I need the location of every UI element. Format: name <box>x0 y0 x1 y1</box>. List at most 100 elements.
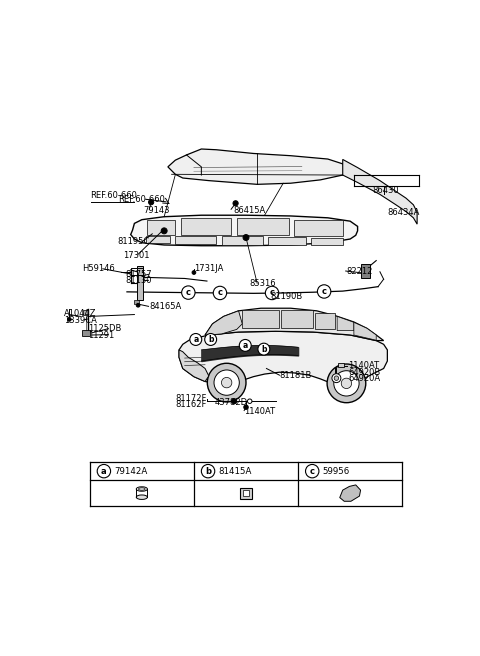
Polygon shape <box>222 236 263 245</box>
Polygon shape <box>179 331 387 385</box>
Text: 81190B: 81190B <box>270 292 302 301</box>
Circle shape <box>341 378 352 388</box>
Text: b: b <box>208 335 214 344</box>
Text: 85316: 85316 <box>250 279 276 288</box>
Text: 81172F: 81172F <box>175 394 207 403</box>
Circle shape <box>233 201 238 206</box>
FancyBboxPatch shape <box>83 330 90 336</box>
Text: c: c <box>270 289 275 297</box>
Text: 1140AT: 1140AT <box>244 407 275 416</box>
Polygon shape <box>242 310 279 327</box>
Text: 64920A: 64920A <box>348 375 381 383</box>
Text: 79142A: 79142A <box>114 466 147 476</box>
Text: 84165A: 84165A <box>149 302 181 311</box>
Text: 1140AT: 1140AT <box>348 361 379 370</box>
Circle shape <box>334 371 359 396</box>
Text: a: a <box>193 335 198 344</box>
Polygon shape <box>131 215 358 246</box>
Text: 81195C: 81195C <box>118 237 150 247</box>
Polygon shape <box>168 149 347 184</box>
Text: 59956: 59956 <box>323 466 350 476</box>
FancyBboxPatch shape <box>134 300 139 304</box>
Ellipse shape <box>139 487 145 490</box>
Text: 17301: 17301 <box>123 251 150 260</box>
FancyBboxPatch shape <box>243 490 249 496</box>
Text: 79143: 79143 <box>144 206 170 215</box>
Text: b: b <box>205 466 211 476</box>
Ellipse shape <box>136 495 147 499</box>
Text: 81162F: 81162F <box>175 400 207 409</box>
Polygon shape <box>281 310 313 328</box>
Circle shape <box>136 303 140 307</box>
Circle shape <box>231 399 237 404</box>
Ellipse shape <box>136 487 147 491</box>
Polygon shape <box>179 350 209 382</box>
Circle shape <box>243 235 249 241</box>
FancyBboxPatch shape <box>137 266 143 300</box>
Polygon shape <box>181 218 231 236</box>
Polygon shape <box>147 220 175 236</box>
Circle shape <box>148 199 154 205</box>
Circle shape <box>190 333 202 346</box>
Circle shape <box>258 343 270 355</box>
Circle shape <box>244 405 248 409</box>
Circle shape <box>332 374 341 382</box>
Circle shape <box>248 399 252 403</box>
Text: 82212: 82212 <box>347 266 373 276</box>
Polygon shape <box>268 237 305 245</box>
Polygon shape <box>343 159 417 224</box>
Text: 1731JA: 1731JA <box>194 264 223 274</box>
Circle shape <box>334 376 338 380</box>
Text: c: c <box>217 289 222 297</box>
Circle shape <box>213 286 227 300</box>
Text: A1044Z: A1044Z <box>64 309 96 318</box>
Polygon shape <box>337 316 354 331</box>
Circle shape <box>202 464 215 478</box>
Circle shape <box>214 370 240 396</box>
Text: REF.60-660: REF.60-660 <box>118 195 165 204</box>
FancyBboxPatch shape <box>84 310 88 314</box>
FancyBboxPatch shape <box>338 363 344 367</box>
Text: 81757: 81757 <box>125 270 152 279</box>
Circle shape <box>221 377 232 388</box>
Polygon shape <box>205 311 242 335</box>
Circle shape <box>192 271 196 274</box>
Text: H59146: H59146 <box>83 264 115 274</box>
Text: a: a <box>101 466 107 476</box>
Polygon shape <box>294 220 343 236</box>
Text: 81130: 81130 <box>125 276 152 285</box>
Polygon shape <box>237 218 289 236</box>
Text: c: c <box>310 466 315 476</box>
Circle shape <box>327 364 366 403</box>
FancyBboxPatch shape <box>360 264 370 278</box>
Text: 81181B: 81181B <box>279 371 312 380</box>
Circle shape <box>97 464 110 478</box>
Text: 81415A: 81415A <box>218 466 252 476</box>
Polygon shape <box>311 237 343 245</box>
Polygon shape <box>175 236 216 244</box>
Text: 64920B: 64920B <box>348 369 381 377</box>
Polygon shape <box>354 322 376 340</box>
Polygon shape <box>205 308 384 340</box>
Circle shape <box>317 285 331 298</box>
Text: 86430: 86430 <box>372 186 399 195</box>
Polygon shape <box>145 236 170 243</box>
Circle shape <box>305 464 319 478</box>
FancyBboxPatch shape <box>240 487 252 499</box>
Text: c: c <box>322 287 326 296</box>
Circle shape <box>161 228 167 234</box>
Text: a: a <box>242 341 248 350</box>
Circle shape <box>67 318 71 321</box>
Text: 1339CA: 1339CA <box>64 316 96 325</box>
Circle shape <box>204 333 216 346</box>
Text: 1125DB: 1125DB <box>88 324 121 333</box>
Text: 43782D: 43782D <box>215 398 248 407</box>
Circle shape <box>350 491 354 496</box>
Text: 86434A: 86434A <box>387 208 420 216</box>
Text: b: b <box>261 344 266 354</box>
Text: c: c <box>186 288 191 297</box>
Polygon shape <box>315 314 335 329</box>
Circle shape <box>240 339 251 352</box>
Circle shape <box>265 286 279 300</box>
Text: 11291: 11291 <box>88 331 114 340</box>
